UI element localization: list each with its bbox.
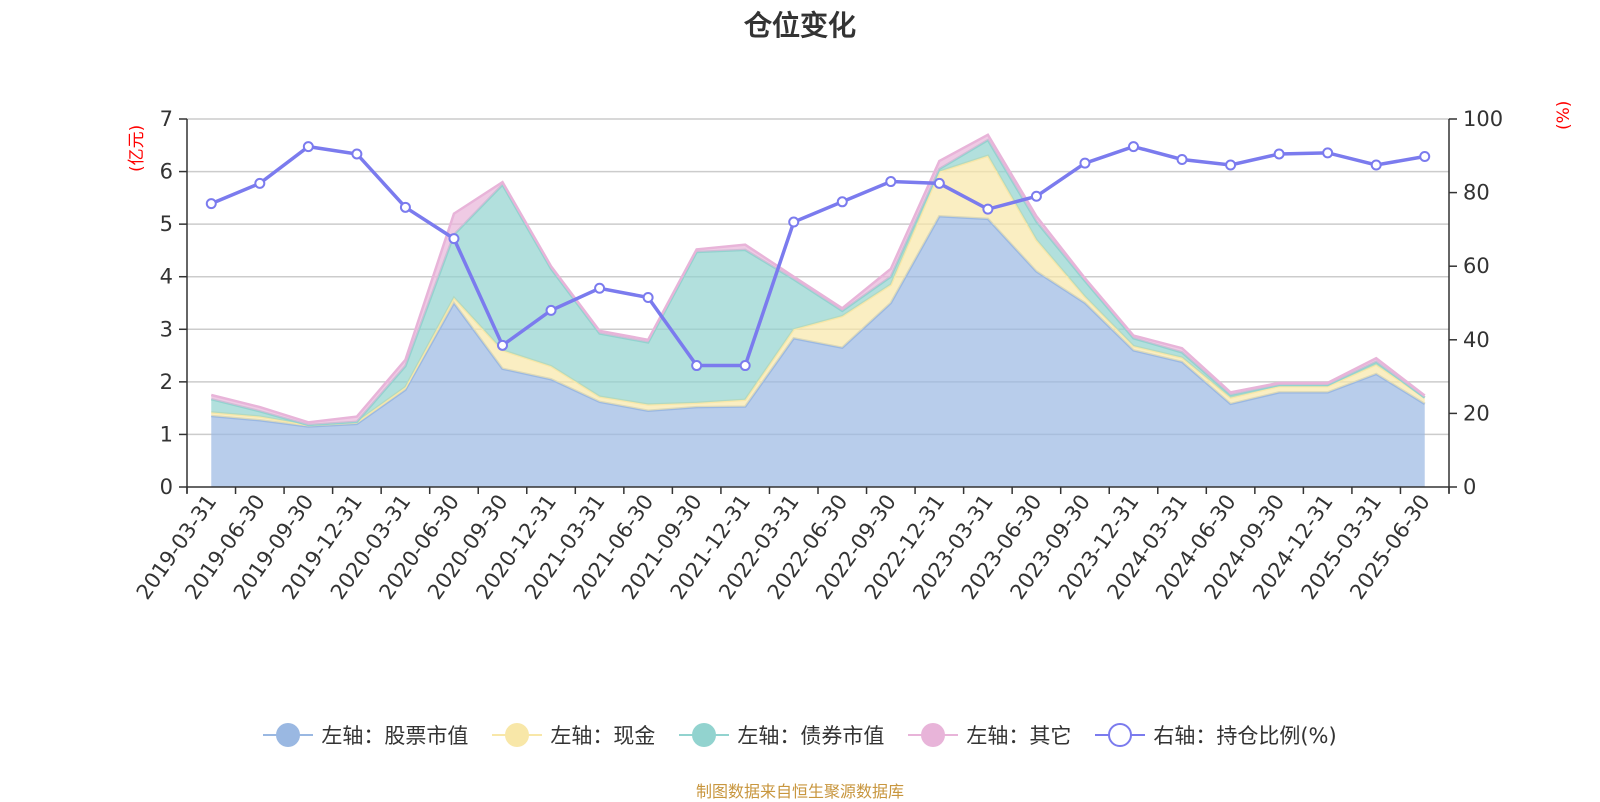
ratio-point <box>1079 157 1091 169</box>
area-bond <box>211 140 1425 425</box>
ratio-point <box>1273 148 1285 160</box>
ratio-point <box>1030 190 1042 202</box>
legend-marker-icon <box>1095 723 1146 747</box>
ratio-point <box>1322 147 1334 159</box>
area-cash <box>211 155 1425 427</box>
ratio-line <box>210 144 1426 368</box>
y-tick-label-right: 80 <box>1463 181 1490 205</box>
ratio-point <box>545 304 557 316</box>
ratio-point <box>836 196 848 208</box>
ratio-point <box>399 201 411 213</box>
ratio-point <box>205 198 217 210</box>
y-tick-label-left: 1 <box>160 422 173 446</box>
y-tick-label-left: 0 <box>160 475 173 499</box>
ratio-point <box>739 360 751 372</box>
ratio-point <box>1370 159 1382 171</box>
legend-item-ratio[interactable]: 右轴：持仓比例(%) <box>1095 720 1337 750</box>
y-tick-label-left: 5 <box>160 212 173 236</box>
legend-item-stock[interactable]: 左轴：股票市值 <box>263 720 468 750</box>
legend-item-bond[interactable]: 左轴：债券市值 <box>679 720 884 750</box>
ratio-point <box>594 282 606 294</box>
y-tick-label-right: 60 <box>1463 254 1490 278</box>
y-tick-label-left: 6 <box>160 160 173 184</box>
ratio-point <box>351 148 363 160</box>
area-stock <box>211 216 1425 487</box>
y-tick-label-right: 0 <box>1463 475 1476 499</box>
ratio-point <box>885 176 897 188</box>
ratio-point <box>982 203 994 215</box>
legend: 左轴：股票市值 左轴：现金 左轴：债券市值 左轴：其它 右轴：持仓比例(%) <box>0 720 1600 750</box>
ratio-point <box>691 360 703 372</box>
legend-marker-icon <box>263 723 314 747</box>
ratio-point <box>1419 151 1431 163</box>
ratio-point <box>254 177 266 189</box>
legend-item-other[interactable]: 左轴：其它 <box>908 720 1071 750</box>
ratio-point <box>497 339 508 351</box>
ratio-point <box>642 291 654 303</box>
y-tick-label-left: 7 <box>160 107 173 131</box>
legend-label: 左轴：股票市值 <box>321 724 469 748</box>
y-tick-label-left: 2 <box>160 370 173 394</box>
legend-marker-icon <box>492 723 543 747</box>
ratio-point <box>933 177 945 189</box>
chart-title: 仓位变化 <box>743 9 856 42</box>
y-tick-label-right: 100 <box>1463 107 1503 131</box>
y-tick-label-left: 3 <box>160 317 173 341</box>
legend-label: 左轴：债券市值 <box>737 724 885 748</box>
ratio-point <box>1225 159 1237 171</box>
ratio-point <box>1176 153 1188 165</box>
legend-label: 左轴：其它 <box>966 724 1072 748</box>
y-tick-label-left: 4 <box>160 265 173 289</box>
ratio-point <box>448 233 460 245</box>
source-note: 制图数据来自恒生聚源数据库 <box>695 782 904 801</box>
ratio-point <box>302 141 314 153</box>
legend-label: 左轴：现金 <box>550 724 656 748</box>
legend-marker-icon <box>679 723 730 747</box>
y-tick-label-right: 40 <box>1463 328 1490 352</box>
area-edge-other <box>210 133 1426 424</box>
y-tick-label-right: 20 <box>1463 401 1490 425</box>
legend-item-cash[interactable]: 左轴：现金 <box>492 720 655 750</box>
ratio-point <box>788 216 800 228</box>
legend-marker-icon <box>908 723 959 747</box>
legend-label: 右轴：持仓比例(%) <box>1153 724 1337 748</box>
ratio-point <box>1128 141 1139 153</box>
